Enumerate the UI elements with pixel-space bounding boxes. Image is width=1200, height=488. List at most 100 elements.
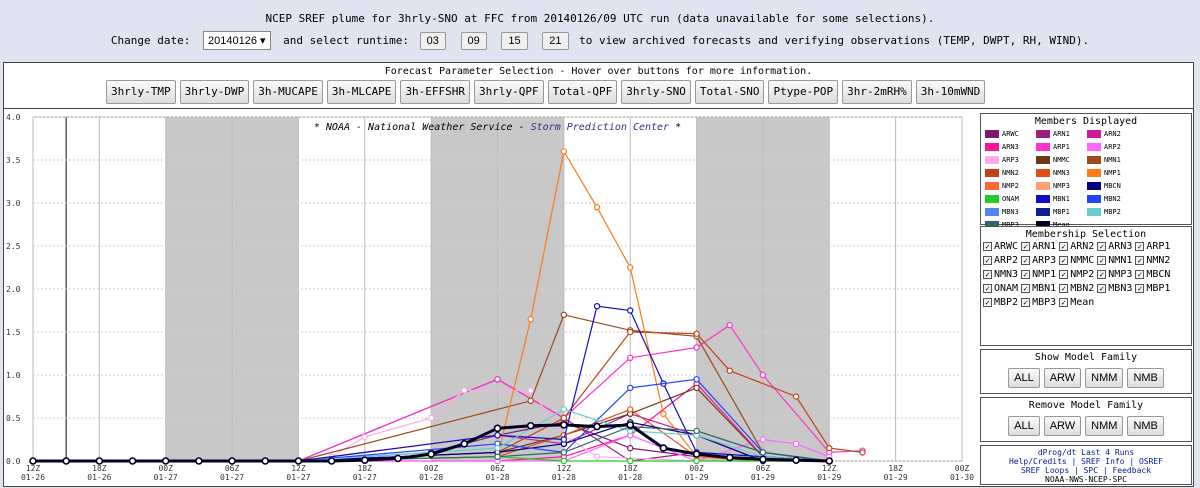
param-button-3h-10mwnd[interactable]: 3h-10mWND (915, 80, 986, 104)
checkbox-checked-icon[interactable]: ✓ (983, 283, 992, 293)
membership-item-mbp1[interactable]: ✓ MBP1 (1135, 282, 1170, 296)
checkbox-checked-icon[interactable]: ✓ (1021, 283, 1031, 293)
runtime-button-21[interactable]: 21 (542, 31, 569, 50)
data-point-mean (62, 457, 70, 465)
param-button-3hr-2mrh-[interactable]: 3hr-2mRH% (842, 80, 912, 104)
show-family-button-arw[interactable]: ARW (1043, 368, 1082, 388)
membership-item-arn3[interactable]: ✓ ARN3 (1097, 240, 1132, 254)
member-name: MBN3 (1002, 207, 1019, 216)
membership-item-nmp1[interactable]: ✓ NMP1 (1021, 268, 1056, 282)
membership-item-nmn2[interactable]: ✓ NMN2 (1135, 254, 1170, 268)
runtime-button-09[interactable]: 09 (460, 31, 487, 50)
member-name: NMP2 (1002, 181, 1019, 190)
dprog-link[interactable]: dProg/dt Last 4 Runs (1037, 448, 1135, 457)
checkbox-checked-icon[interactable]: ✓ (1021, 241, 1031, 251)
remove-family-button-arw[interactable]: ARW (1043, 416, 1082, 436)
x-tick-date-label: 01-29 (685, 473, 709, 482)
checkbox-checked-icon[interactable]: ✓ (1097, 241, 1107, 251)
membership-item-arp1[interactable]: ✓ ARP1 (1135, 240, 1170, 254)
checkbox-checked-icon[interactable]: ✓ (1059, 241, 1069, 251)
param-button-total-qpf[interactable]: Total-QPF (547, 80, 618, 104)
runtime-button-03[interactable]: 03 (419, 31, 446, 50)
param-button-ptype-pop[interactable]: Ptype-POP (768, 80, 839, 104)
checkbox-checked-icon[interactable]: ✓ (1059, 255, 1069, 265)
checkbox-checked-icon[interactable]: ✓ (1097, 269, 1107, 279)
checkbox-checked-icon[interactable]: ✓ (1135, 241, 1145, 251)
param-button-total-sno[interactable]: Total-SNO (694, 80, 765, 104)
membership-item-mbn3[interactable]: ✓ MBN3 (1097, 282, 1132, 296)
remove-family-button-nmm[interactable]: NMM (1085, 416, 1124, 436)
membership-item-arp3[interactable]: ✓ ARP3 (1021, 254, 1056, 268)
member-name: NMN3 (1053, 168, 1070, 177)
checkbox-checked-icon[interactable]: ✓ (1021, 255, 1031, 265)
param-button-3hrly-dwp[interactable]: 3hrly-DWP (179, 80, 250, 104)
membership-item-mbn2[interactable]: ✓ MBN2 (1059, 282, 1094, 296)
membership-label: MBP3 (1032, 297, 1057, 308)
checkbox-checked-icon[interactable]: ✓ (1135, 255, 1145, 265)
credit-suffix: * (669, 122, 681, 133)
param-button-3h-effshr[interactable]: 3h-EFFSHR (400, 80, 471, 104)
checkbox-checked-icon[interactable]: ✓ (983, 241, 992, 251)
checkbox-checked-icon[interactable]: ✓ (1059, 283, 1069, 293)
membership-item-arn1[interactable]: ✓ ARN1 (1021, 240, 1056, 254)
checkbox-checked-icon[interactable]: ✓ (1097, 255, 1107, 265)
membership-item-nmp2[interactable]: ✓ NMP2 (1059, 268, 1094, 282)
remove-family-title: Remove Model Family (1028, 400, 1144, 411)
membership-item-nmn1[interactable]: ✓ NMN1 (1097, 254, 1132, 268)
membership-item-arp2[interactable]: ✓ ARP2 (983, 254, 1018, 268)
remove-family-button-all[interactable]: ALL (1008, 416, 1040, 436)
show-family-button-all[interactable]: ALL (1008, 368, 1040, 388)
param-button-3hrly-sno[interactable]: 3hrly-SNO (621, 80, 691, 104)
param-button-3hrly-tmp[interactable]: 3hrly-TMP (106, 80, 176, 104)
checkbox-checked-icon[interactable]: ✓ (1059, 297, 1069, 307)
checkbox-checked-icon[interactable]: ✓ (983, 297, 992, 307)
date-select[interactable]: 20140126 ▾ (203, 31, 271, 50)
membership-label: ARP1 (1146, 241, 1171, 252)
member-legend-nmn2: NMN2 (985, 166, 1036, 179)
membership-item-mbp2[interactable]: ✓ MBP2 (983, 296, 1018, 310)
data-point-nmp1 (627, 264, 634, 271)
membership-label: MBP1 (1146, 283, 1171, 294)
checkbox-checked-icon[interactable]: ✓ (1135, 283, 1145, 293)
x-tick-date-label: 01-26 (87, 473, 111, 482)
membership-item-arn2[interactable]: ✓ ARN2 (1059, 240, 1094, 254)
data-point-nmn2 (627, 328, 634, 336)
help-links[interactable]: Help/Credits | SREF Info | OSREF (1008, 457, 1164, 466)
checkbox-checked-icon[interactable]: ✓ (1135, 269, 1145, 279)
membership-item-nmn3[interactable]: ✓ NMN3 (983, 268, 1018, 282)
show-family-button-nmm[interactable]: NMM (1085, 368, 1124, 388)
membership-item-nmp3[interactable]: ✓ NMP3 (1097, 268, 1132, 282)
checkbox-checked-icon[interactable]: ✓ (1097, 283, 1107, 293)
member-swatch (985, 155, 999, 164)
membership-item-mean[interactable]: ✓ Mean (1059, 296, 1094, 310)
param-button-3h-mlcape[interactable]: 3h-MLCAPE (326, 80, 397, 104)
member-legend-arn2: ARN2 (1087, 127, 1138, 140)
membership-item-onam[interactable]: ✓ ONAM (983, 282, 1018, 296)
membership-item-mbp3[interactable]: ✓ MBP3 (1021, 296, 1056, 310)
remove-family-button-nmb[interactable]: NMB (1127, 416, 1164, 436)
links-box: dProg/dt Last 4 Runs Help/Credits | SREF… (980, 445, 1192, 485)
credit-spc-link[interactable]: Storm Prediction Center (531, 122, 669, 133)
checkbox-checked-icon[interactable]: ✓ (1021, 269, 1031, 279)
membership-item-arwc[interactable]: ✓ ARWC (983, 240, 1018, 254)
membership-item-nmmc[interactable]: ✓ NMMC (1059, 254, 1094, 268)
param-button-3hrly-qpf[interactable]: 3hrly-QPF (474, 80, 544, 104)
checkbox-checked-icon[interactable]: ✓ (1021, 297, 1031, 307)
checkbox-checked-icon[interactable]: ✓ (983, 255, 992, 265)
member-swatch (985, 181, 999, 190)
loops-links[interactable]: SREF Loops | SPC | Feedback (1020, 466, 1152, 475)
data-point-mean (825, 457, 834, 465)
x-tick-label: 00Z (424, 464, 439, 473)
show-family-button-nmb[interactable]: NMB (1127, 368, 1164, 388)
membership-selection-title: Membership Selection (1025, 229, 1147, 240)
membership-item-mbn1[interactable]: ✓ MBN1 (1021, 282, 1056, 296)
membership-item-mbcn[interactable]: ✓ MBCN (1135, 268, 1170, 282)
y-tick-label: 0.0 (6, 457, 21, 466)
data-point-nmn1 (560, 311, 568, 318)
checkbox-checked-icon[interactable]: ✓ (1059, 269, 1069, 279)
member-name: ARWC (1002, 129, 1019, 138)
runtime-button-15[interactable]: 15 (501, 31, 528, 50)
checkbox-checked-icon[interactable]: ✓ (983, 269, 992, 279)
param-button-3h-mucape[interactable]: 3h-MUCAPE (253, 80, 323, 104)
data-point-onam (560, 457, 568, 465)
